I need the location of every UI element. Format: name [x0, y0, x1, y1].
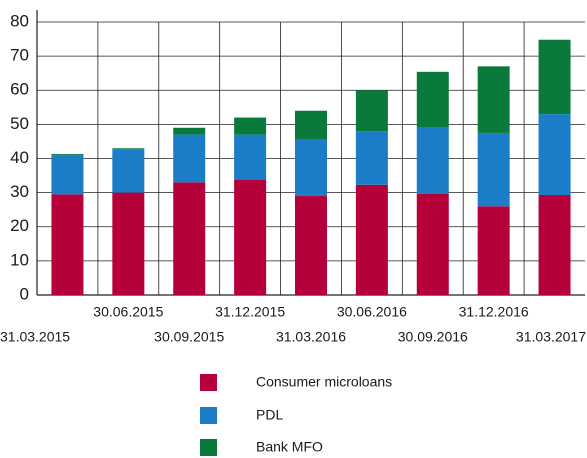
x-tick-label: 30.06.2016 — [337, 304, 407, 320]
y-tick-label: 0 — [20, 284, 29, 303]
bar-segment — [295, 196, 327, 295]
bar-segment — [538, 39, 571, 115]
bar-segment — [173, 134, 206, 183]
legend-swatch — [200, 374, 217, 391]
legend-label: PDL — [256, 407, 283, 423]
bar-segment — [416, 193, 449, 295]
bar-segment — [477, 66, 510, 133]
bar-segment — [477, 206, 510, 295]
bar-segment — [51, 155, 84, 195]
bar-segment — [295, 110, 327, 140]
x-tick-label: 31.12.2016 — [459, 304, 529, 320]
x-tick-label: 31.03.2015 — [0, 329, 70, 345]
x-tick-label: 30.06.2015 — [93, 304, 163, 320]
x-tick-label: 30.09.2016 — [398, 329, 468, 345]
bar-segment — [538, 114, 571, 196]
bar-segment — [416, 71, 449, 128]
x-tick-label: 30.09.2015 — [154, 329, 224, 345]
bar-segment — [355, 131, 388, 185]
bar-segment — [173, 127, 206, 135]
bar-segment — [477, 132, 510, 207]
x-tick-label: 31.12.2015 — [215, 304, 285, 320]
bar-segment — [112, 148, 145, 150]
bar-segment — [234, 179, 267, 295]
y-tick-label: 60 — [10, 80, 29, 99]
bar-segment — [51, 154, 84, 156]
bar-segment — [538, 195, 571, 295]
x-tick-label: 31.03.2016 — [276, 329, 346, 345]
bar-segment — [295, 139, 327, 197]
y-tick-label: 20 — [10, 216, 29, 235]
y-tick-label: 40 — [10, 148, 29, 167]
legend-label: Bank MFO — [256, 439, 323, 455]
x-tick-label: 31.03.2017 — [516, 329, 586, 345]
bar-segment — [234, 117, 267, 135]
bar-segment — [112, 192, 145, 295]
legend-label: Consumer microloans — [256, 374, 392, 390]
bar-segment — [355, 184, 388, 295]
bar-segment — [234, 134, 267, 180]
bar-segment — [51, 194, 84, 295]
y-tick-label: 70 — [10, 46, 29, 65]
bar-segment — [173, 182, 206, 295]
bar-segment — [355, 90, 388, 132]
y-tick-label: 50 — [10, 114, 29, 133]
y-tick-label: 10 — [10, 250, 29, 269]
legend-swatch — [200, 439, 217, 456]
bar-segment — [416, 127, 449, 194]
y-tick-label: 30 — [10, 182, 29, 201]
y-tick-label: 80 — [10, 11, 29, 30]
bar-segment — [112, 149, 145, 193]
legend-swatch — [200, 407, 217, 424]
